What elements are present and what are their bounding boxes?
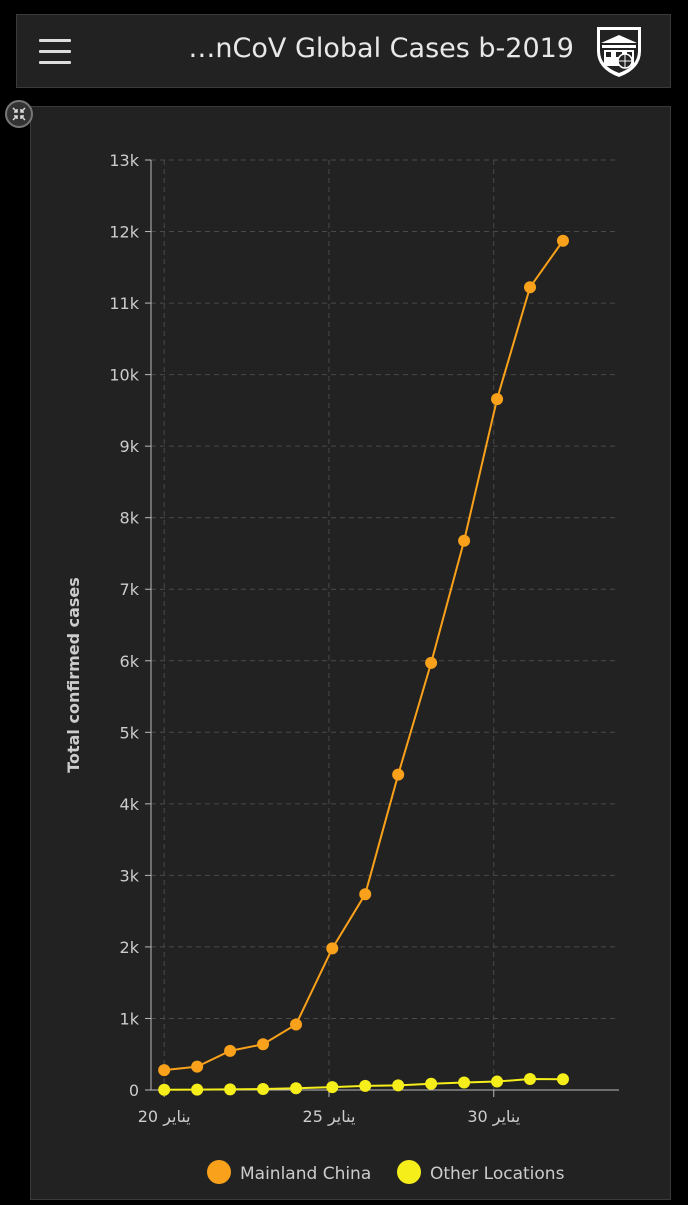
x-tick-label: 20 يناير — [138, 1107, 191, 1127]
data-point — [326, 1081, 339, 1094]
data-point — [326, 942, 339, 955]
y-tick-label: 2k — [120, 938, 140, 957]
y-axis-label: Total confirmed cases — [64, 577, 83, 773]
y-tick-label: 4k — [120, 795, 140, 814]
data-point — [458, 534, 471, 547]
y-tick-label: 0 — [129, 1081, 139, 1100]
data-point — [392, 1079, 405, 1092]
data-point — [158, 1064, 171, 1077]
cases-line-chart: 0 1k 2k 3k 4k 5k 6k 7k 8k 9k 10k 11k 12k 13k 20 يناير 2… — [64, 151, 619, 1184]
series-line — [164, 240, 564, 1072]
chart-panel: 0 1k 2k 3k 4k 5k 6k 7k 8k 9k 10k 11k 12k 13k 20 يناير 2… — [30, 106, 671, 1200]
legend-marker — [397, 1160, 421, 1184]
y-tick-label: 5k — [120, 723, 140, 742]
data-point — [556, 234, 569, 247]
data-point — [191, 1083, 204, 1096]
hamburger-menu-icon[interactable] — [39, 37, 71, 65]
y-tick-label: 8k — [120, 509, 140, 528]
app-header: …nCoV Global Cases b-2019 — [16, 14, 671, 88]
legend-label: Mainland China — [240, 1164, 371, 1184]
data-point — [224, 1083, 237, 1096]
y-tick-label: 1k — [120, 1009, 140, 1028]
data-point — [392, 768, 405, 781]
y-tick-label: 13k — [109, 151, 139, 170]
data-point — [491, 393, 504, 406]
y-tick-label: 3k — [120, 866, 140, 885]
data-point — [524, 1073, 537, 1086]
y-tick-label: 9k — [120, 437, 140, 456]
y-tick-label: 7k — [120, 580, 140, 599]
data-point — [491, 1075, 504, 1088]
data-point — [290, 1082, 303, 1095]
data-point — [425, 656, 438, 669]
data-point — [191, 1060, 204, 1073]
data-point — [458, 1076, 471, 1089]
y-tick-label: 12k — [109, 223, 139, 242]
data-point — [425, 1077, 438, 1090]
data-point — [359, 888, 372, 901]
data-point — [556, 1073, 569, 1086]
data-point — [524, 281, 537, 294]
y-tick-label: 6k — [120, 652, 140, 671]
x-tick-label: 30 يناير — [467, 1107, 520, 1127]
legend-label: Other Locations — [430, 1164, 565, 1184]
data-point — [290, 1018, 303, 1031]
jhu-shield-logo-icon — [597, 27, 641, 77]
data-point — [224, 1044, 237, 1057]
collapse-arrows-icon[interactable] — [5, 100, 33, 128]
page-title: …nCoV Global Cases b-2019 — [188, 33, 574, 64]
data-point — [257, 1038, 270, 1051]
legend-marker — [207, 1160, 231, 1184]
y-tick-label: 10k — [109, 366, 139, 385]
y-tick-label: 11k — [109, 294, 139, 313]
data-point — [158, 1083, 171, 1096]
x-tick-label: 25 يناير — [303, 1107, 356, 1127]
data-point — [257, 1082, 270, 1095]
data-point — [359, 1079, 372, 1092]
